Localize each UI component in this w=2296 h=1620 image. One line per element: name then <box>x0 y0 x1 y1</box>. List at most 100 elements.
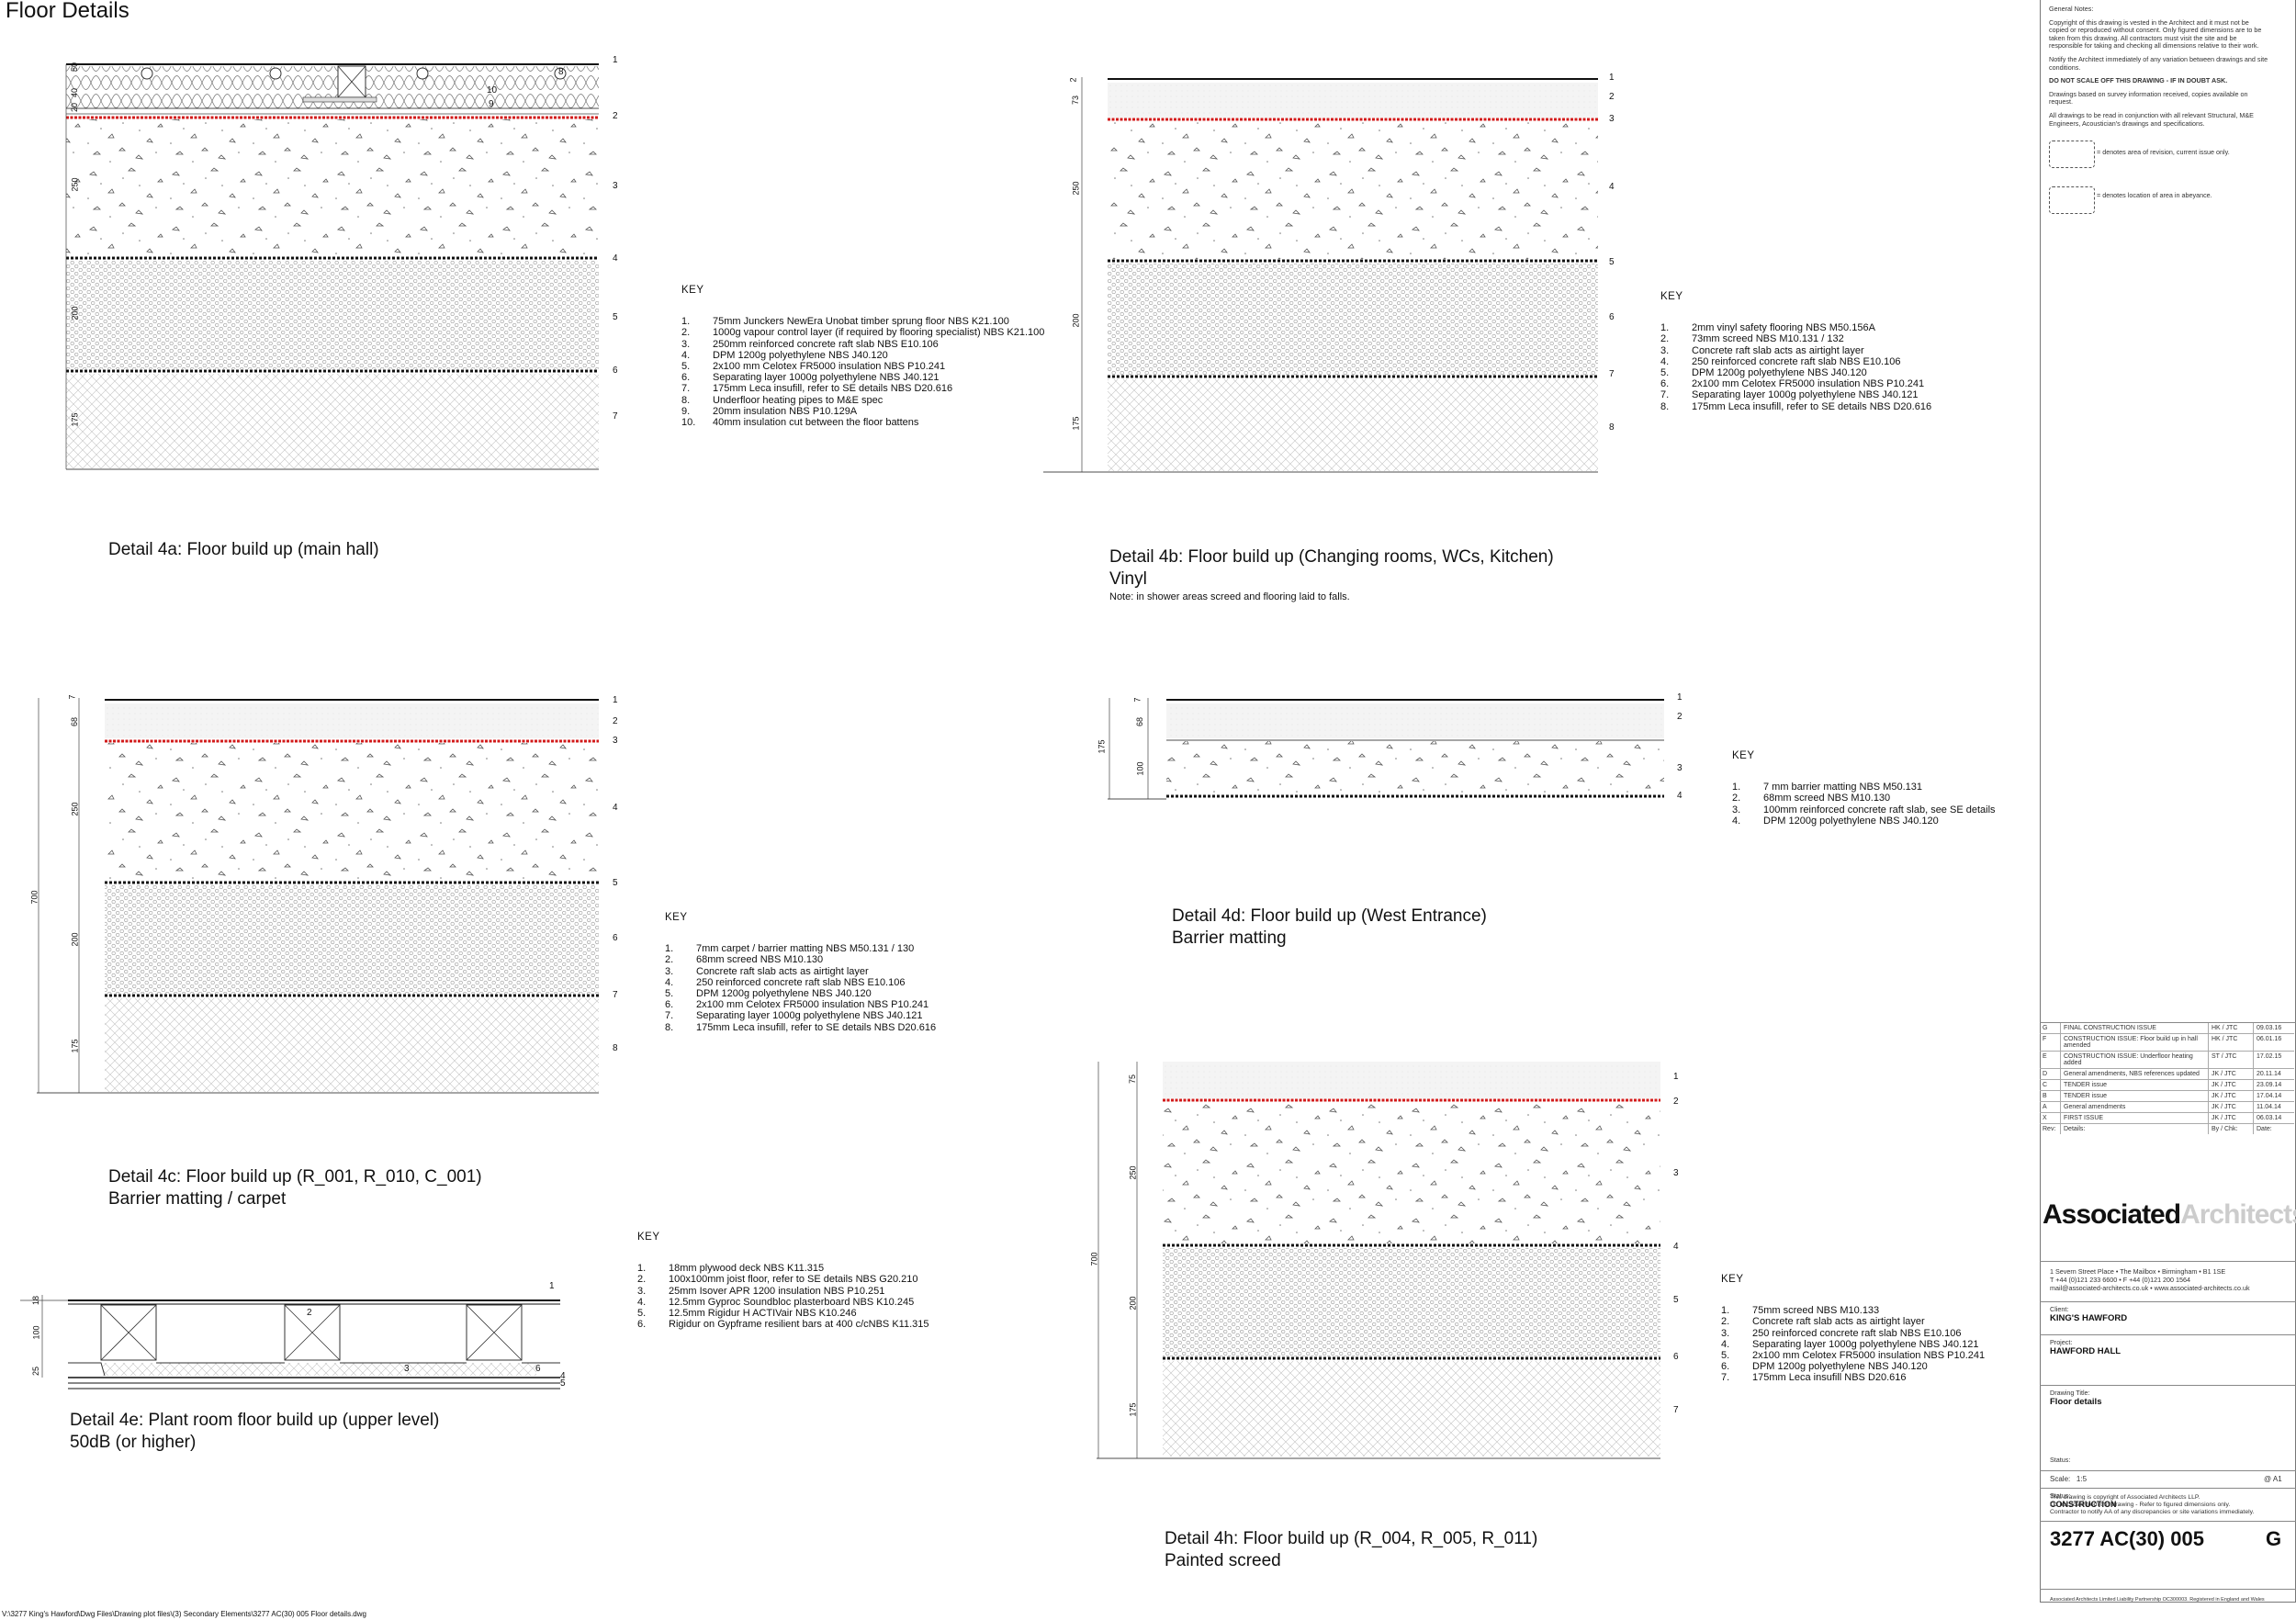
key-item-text: 68mm screed NBS M10.130 <box>696 954 824 966</box>
key-item-text: DPM 1200g polyethylene NBS J40.120 <box>713 349 888 361</box>
key-item-text: 75mm Junckers NewEra Unobat timber sprun… <box>713 316 1009 328</box>
caption-4d: Detail 4d: Floor build up (West Entrance… <box>1172 906 1487 950</box>
key-list: 1. 75mm screed NBS M10.133 2. Concrete raft… <box>1721 1305 1985 1383</box>
key-list: 1. 75mm Junckers NewEra Unobat timber spr… <box>681 316 1044 428</box>
key-item-text: 12.5mm Rigidur H ACTIVair NBS K10.246 <box>669 1308 857 1320</box>
layer-marker: 8 <box>1609 422 1615 433</box>
revision-by: JK / JTC <box>2208 1079 2254 1091</box>
key-item: 5. 12.5mm Rigidur H ACTIVair NBS K10.246 <box>637 1308 929 1319</box>
key-item: 2. 68mm screed NBS M10.130 <box>1732 793 1996 804</box>
revision-header-cell: By / Chk: <box>2208 1123 2254 1134</box>
key-item-text: 250mm reinforced concrete raft slab NBS … <box>713 338 939 350</box>
caption-line: Painted screed <box>1165 1551 1281 1570</box>
key-item-text: 2x100 mm Celotex FR5000 insulation NBS P… <box>696 999 929 1011</box>
key-item-text: 7mm carpet / barrier matting NBS M50.131… <box>696 943 915 955</box>
callout-marker: 10 <box>487 85 498 96</box>
caption-4h: Detail 4h: Floor build up (R_004, R_005,… <box>1165 1528 1537 1572</box>
layer-marker: 3 <box>1677 763 1683 773</box>
key-item: 2. 68mm screed NBS M10.130 <box>665 954 936 965</box>
revision-by: HK / JTC <box>2208 1022 2254 1034</box>
key-item-number: 4. <box>1721 1338 1730 1350</box>
key-item: 1. 18mm plywood deck NBS K11.315 <box>637 1263 929 1274</box>
tb-divider <box>2040 1261 2296 1262</box>
key-item-number: 3. <box>1732 804 1741 816</box>
caption-line: Barrier matting / carpet <box>108 1189 287 1209</box>
layer-marker: 7 <box>1673 1405 1679 1415</box>
revision-date: 17.04.14 <box>2253 1090 2294 1102</box>
key-item: 4. 250 reinforced concrete raft slab NBS … <box>1660 356 1931 367</box>
project-value: HAWFORD HALL <box>2050 1346 2122 1356</box>
revision-details: General amendments <box>2060 1101 2209 1113</box>
key-item: 3. Concrete raft slab acts as airtight la… <box>1660 345 1931 356</box>
tb-divider <box>2040 1022 2296 1023</box>
dimension-label: 73 <box>1071 95 1081 106</box>
key-item-number: 3. <box>681 338 691 350</box>
key-item: 7. 175mm Leca insufill NBS D20.616 <box>1721 1372 1985 1383</box>
drawing-title-label: Drawing Title: <box>2050 1389 2090 1397</box>
revision-date: 23.09.14 <box>2253 1079 2294 1091</box>
layer-marker: 1 <box>549 1281 555 1291</box>
layer-marker: 8 <box>613 1043 618 1053</box>
key-item: 8. 175mm Leca insufill, refer to SE detai… <box>665 1022 936 1033</box>
key-list: 1. 18mm plywood deck NBS K11.315 2. 100x100… <box>637 1263 929 1330</box>
layer-marker: 1 <box>1677 692 1683 703</box>
paper-size: @ A1 <box>2264 1475 2282 1483</box>
layer-marker: 5 <box>560 1378 566 1389</box>
revision-date: 06.03.14 <box>2253 1112 2294 1124</box>
note-notify: Notify the Architect immediately of any … <box>2049 54 2268 72</box>
key-item-text: 20mm insulation NBS P10.129A <box>713 405 858 417</box>
dimension-label: 75 <box>1128 1074 1138 1085</box>
revision-by: HK / JTC <box>2208 1033 2254 1052</box>
key-item: 5. 2x100 mm Celotex FR5000 insulation NBS… <box>1721 1350 1985 1361</box>
key-item-text: 175mm Leca insufill, refer to SE details… <box>713 383 953 395</box>
project-label: Project: <box>2050 1338 2073 1346</box>
revision-by: ST / JTC <box>2208 1051 2254 1069</box>
layer-marker: 2 <box>613 111 618 121</box>
key-item-number: 6. <box>665 999 674 1011</box>
key-title: KEY <box>1732 750 1755 761</box>
layer-marker: 4 <box>1673 1242 1679 1252</box>
revision-date: 20.11.14 <box>2253 1068 2294 1080</box>
layer-marker: 4 <box>560 1371 566 1381</box>
scale-label: Scale: 1:5 <box>2050 1475 2087 1483</box>
key-item-number: 5. <box>1721 1350 1730 1362</box>
key-item: 6. 2x100 mm Celotex FR5000 insulation NBS… <box>665 999 936 1010</box>
key-item: 6. DPM 1200g polyethylene NBS J40.120 <box>1721 1361 1985 1372</box>
key-item: 6. Rigidur on Gypframe resilient bars at … <box>637 1319 929 1330</box>
revision-by: JK / JTC <box>2208 1112 2254 1124</box>
detail-4c-section <box>37 698 599 1094</box>
key-item-number: 1. <box>1660 322 1670 334</box>
key-item-number: 1. <box>1721 1305 1730 1317</box>
layer-marker: 7 <box>613 411 618 422</box>
revision-row: A General amendments JK / JTC 11.04.14 <box>2040 1101 2294 1113</box>
revision-details: CONSTRUCTION ISSUE: Underfloor heating a… <box>2060 1051 2209 1069</box>
title-block: General Notes: Copyright of this drawing… <box>2040 0 2296 1620</box>
key-item-number: 4. <box>681 349 691 361</box>
key-item-text: Concrete raft slab acts as airtight laye… <box>1752 1316 1925 1328</box>
key-item-number: 7. <box>1721 1372 1730 1384</box>
key-title: KEY <box>681 285 704 296</box>
key-4e: KEY 1. 18mm plywood deck NBS K11.315 2. 100… <box>637 1232 929 1330</box>
caption-line: Barrier matting <box>1172 928 1287 948</box>
key-list: 1. 7mm carpet / barrier matting NBS M50.1… <box>665 943 936 1033</box>
key-item-text: 73mm screed NBS M10.131 / 132 <box>1692 333 1844 345</box>
revision-date: 17.02.15 <box>2253 1051 2294 1069</box>
layer-marker: 6 <box>613 933 618 943</box>
tb-divider <box>2040 1488 2296 1489</box>
key-item: 10. 40mm insulation cut between the floor… <box>681 417 1044 428</box>
key-item-number: 7. <box>681 383 691 395</box>
copyright-line: Do not scale from this drawing - Refer t… <box>2050 1502 2231 1508</box>
key-item-number: 9. <box>681 405 691 417</box>
key-item-text: 100x100mm joist floor, refer to SE detai… <box>669 1274 918 1286</box>
key-item: 4. 12.5mm Gyproc Soundbloc plasterboard N… <box>637 1297 929 1308</box>
key-item: 1. 75mm Junckers NewEra Unobat timber spr… <box>681 316 1044 327</box>
layer-marker: 3 <box>1673 1168 1679 1178</box>
key-item-number: 8. <box>1660 400 1670 412</box>
tb-divider <box>2040 1334 2296 1335</box>
key-item-number: 2. <box>1660 333 1670 345</box>
key-item: 4. 250 reinforced concrete raft slab NBS … <box>665 977 936 988</box>
key-item: 4. DPM 1200g polyethylene NBS J40.120 <box>681 350 1044 361</box>
key-title: KEY <box>1721 1274 1744 1285</box>
caption-4c: Detail 4c: Floor build up (R_001, R_010,… <box>108 1166 482 1210</box>
layer-marker: 4 <box>1677 791 1683 801</box>
